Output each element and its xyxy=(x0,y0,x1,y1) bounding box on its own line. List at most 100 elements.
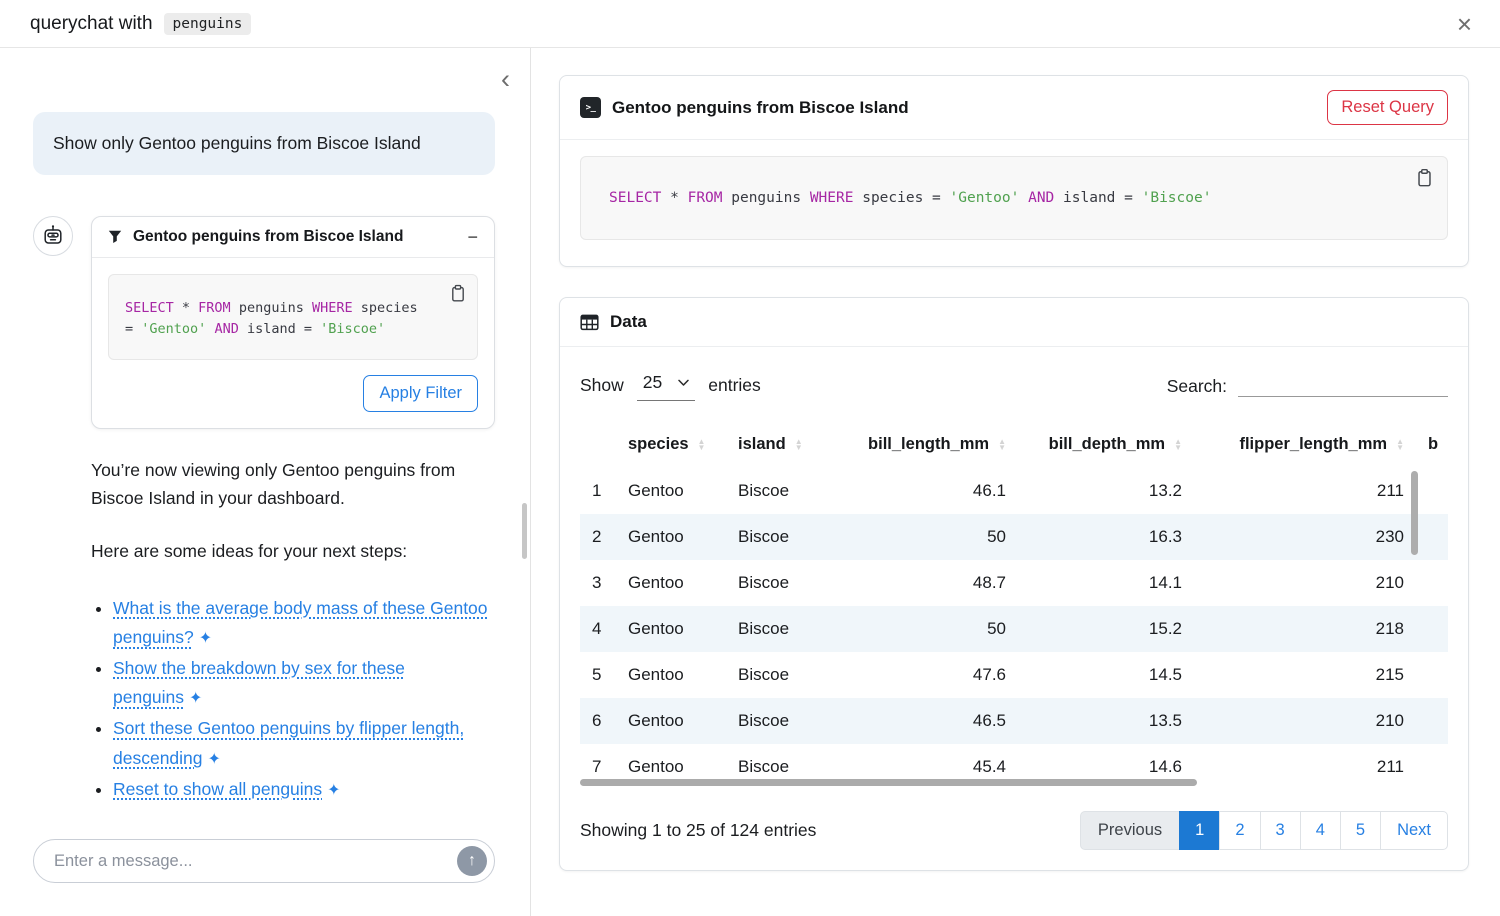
page-button-1[interactable]: 1 xyxy=(1179,811,1221,850)
previous-page-button[interactable]: Previous xyxy=(1079,811,1181,850)
table-cell: 218 xyxy=(1375,619,1404,638)
search-control: Search: xyxy=(1167,369,1448,397)
apply-filter-button[interactable]: Apply Filter xyxy=(363,374,478,412)
page-button-4[interactable]: 4 xyxy=(1299,811,1341,850)
page-button-3[interactable]: 3 xyxy=(1259,811,1301,850)
table-cell: 15.2 xyxy=(1148,619,1182,638)
chat-input-row: ↑ xyxy=(0,829,530,916)
table-cell: 50 xyxy=(987,619,1006,638)
page-size-select[interactable]: 25 xyxy=(636,369,696,401)
page-button-2[interactable]: 2 xyxy=(1219,811,1261,850)
table-cell: Biscoe xyxy=(738,665,790,684)
column-header[interactable]: bill_length_mm ▲ ▼ xyxy=(868,435,1006,453)
table-cell: Gentoo xyxy=(628,573,684,592)
row-number-cell: 1 xyxy=(592,481,602,500)
suggestion-item: Reset to show all penguins✦ xyxy=(113,775,495,805)
column-header[interactable]: flipper_length_mm ▲ ▼ xyxy=(1239,435,1404,453)
page-title: querychat with penguins xyxy=(30,12,252,35)
suggestion-link[interactable]: Show the breakdown by sex for these peng… xyxy=(113,657,405,708)
page-length-control: Show 25 entries xyxy=(580,369,761,401)
suggestion-list: What is the average body mass of these G… xyxy=(94,594,495,805)
row-number-cell: 5 xyxy=(592,665,602,684)
filter-card-header: Gentoo penguins from Biscoe Island − xyxy=(92,217,494,258)
sql-query-text-main: SELECT * FROM penguins WHERE species = '… xyxy=(609,189,1212,206)
data-card: Data Show 25 entries xyxy=(559,297,1469,871)
apply-filter-row: Apply Filter xyxy=(108,374,478,412)
row-number-cell: 2 xyxy=(592,527,602,546)
data-card-body: Show 25 entries Search: xyxy=(560,347,1468,870)
message-input[interactable] xyxy=(33,839,495,883)
funnel-icon xyxy=(108,230,122,244)
terminal-icon: >_ xyxy=(580,97,601,118)
bot-message-row: Gentoo penguins from Biscoe Island − xyxy=(33,215,495,429)
reset-query-button[interactable]: Reset Query xyxy=(1327,90,1448,125)
show-label: Show xyxy=(580,374,624,395)
query-card-title: Gentoo penguins from Biscoe Island xyxy=(612,97,909,117)
table-cell xyxy=(1416,606,1448,652)
table-cell: 14.6 xyxy=(1148,757,1182,776)
table-row: 6 Gentoo Biscoe 46.5 13.5 210 xyxy=(580,698,1448,744)
sparkle-icon: ✦ xyxy=(327,781,341,799)
table-cell: Gentoo xyxy=(628,527,684,546)
sparkle-icon: ✦ xyxy=(207,750,221,768)
table-cell: 210 xyxy=(1375,711,1404,730)
filter-card-title: Gentoo penguins from Biscoe Island xyxy=(133,227,404,245)
table-row: 4 Gentoo Biscoe 50 15.2 218 xyxy=(580,606,1448,652)
sort-icon: ▲ ▼ xyxy=(1174,436,1182,452)
table-cell: Biscoe xyxy=(738,619,790,638)
suggestion-link[interactable]: Reset to show all penguins xyxy=(113,778,323,799)
table-cell: Gentoo xyxy=(628,619,684,638)
page-title-text: querychat with xyxy=(30,12,153,34)
close-button[interactable]: × xyxy=(1456,8,1472,39)
sidebar-collapse-button[interactable]: ‹ xyxy=(501,64,510,94)
table-cell: 215 xyxy=(1375,665,1404,684)
arrow-up-icon: ↑ xyxy=(468,852,476,869)
data-table: species ▲ ▼ island ▲ ▼ bill_length_mm ▲ ▼ bill_de… xyxy=(580,423,1448,789)
table-cell: Gentoo xyxy=(628,757,684,776)
horizontal-scrollbar[interactable] xyxy=(580,779,1197,786)
suggestion-link[interactable]: Sort these Gentoo penguins by flipper le… xyxy=(113,718,465,768)
table-cell: Gentoo xyxy=(628,711,684,730)
message-input-wrapper: ↑ xyxy=(33,839,495,883)
column-header[interactable]: species ▲ ▼ xyxy=(628,435,706,453)
topbar: querychat with penguins × xyxy=(0,0,1500,48)
sidebar-scrollbar[interactable] xyxy=(522,503,527,559)
table-cell: Gentoo xyxy=(628,481,684,500)
table-cell: Biscoe xyxy=(738,757,790,776)
query-card-header: >_ Gentoo penguins from Biscoe Island Re… xyxy=(560,76,1468,140)
minimize-card-button[interactable]: − xyxy=(467,226,478,247)
table-cell xyxy=(1416,744,1448,789)
next-page-button[interactable]: Next xyxy=(1380,811,1448,850)
row-number-cell: 3 xyxy=(592,573,602,592)
table-cell: Biscoe xyxy=(738,527,790,546)
page-button-5[interactable]: 5 xyxy=(1339,811,1382,850)
table-header-row: species ▲ ▼ island ▲ ▼ bill_length_mm ▲ ▼ bill_de… xyxy=(580,423,1448,468)
copy-icon[interactable] xyxy=(1415,168,1434,188)
robot-icon xyxy=(41,224,65,248)
suggestion-item: What is the average body mass of these G… xyxy=(113,594,495,653)
column-header[interactable]: bill_depth_mm ▲ ▼ xyxy=(1048,435,1182,453)
sql-code-block-main: SELECT * FROM penguins WHERE species = '… xyxy=(580,156,1448,240)
suggestion-item: Show the breakdown by sex for these peng… xyxy=(113,654,495,713)
page-size-value: 25 xyxy=(642,372,663,392)
table-info: Showing 1 to 25 of 124 entries xyxy=(580,820,817,840)
search-label: Search: xyxy=(1166,376,1227,396)
sql-code-block: SELECT * FROM penguins WHERE species = 'G… xyxy=(108,273,478,360)
sparkle-icon: ✦ xyxy=(189,690,203,708)
chat-message-list: Show only Gentoo penguins from Biscoe Is… xyxy=(0,48,530,829)
column-header[interactable]: island ▲ ▼ xyxy=(738,435,803,453)
search-input[interactable] xyxy=(1238,369,1448,397)
sort-icon: ▲ ▼ xyxy=(1396,436,1404,452)
table-row: 3 Gentoo Biscoe 48.7 14.1 210 xyxy=(580,560,1448,606)
table-cell: 210 xyxy=(1375,573,1404,592)
vertical-scrollbar[interactable] xyxy=(1411,471,1418,555)
main-layout: ‹ Show only Gentoo penguins from Biscoe … xyxy=(0,48,1500,916)
table-cell: 211 xyxy=(1376,757,1404,776)
copy-icon[interactable] xyxy=(449,284,467,303)
suggestion-link[interactable]: What is the average body mass of these G… xyxy=(113,597,488,648)
table-cell: Gentoo xyxy=(628,665,684,684)
bot-message-content: You’re now viewing only Gentoo penguins … xyxy=(91,456,495,805)
table-row: 7 Gentoo Biscoe 45.4 14.6 211 xyxy=(580,744,1448,789)
send-button[interactable]: ↑ xyxy=(457,846,487,876)
query-card: >_ Gentoo penguins from Biscoe Island Re… xyxy=(559,75,1469,267)
